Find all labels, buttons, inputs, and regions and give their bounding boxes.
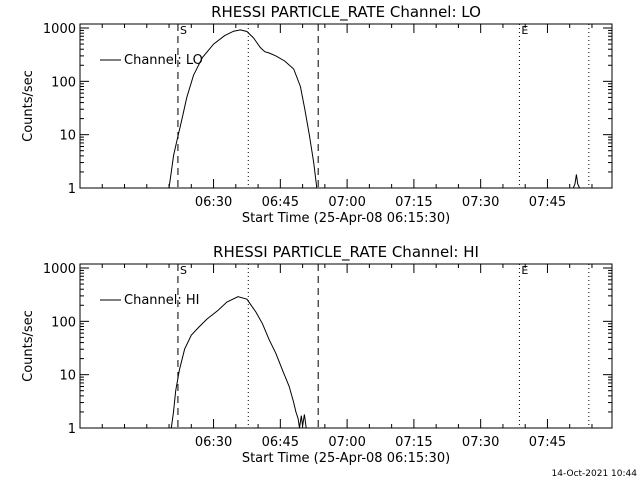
legend-label-hi: Channel: HI	[124, 293, 200, 308]
x-axis-label-hi: Start Time (25-Apr-08 06:15:30)	[242, 451, 450, 466]
x-tick-label-lo: 06:45	[262, 195, 299, 210]
event-marker-label-lo: S	[180, 24, 187, 37]
event-marker-label-hi: S	[180, 264, 187, 277]
plot-frame-hi	[79, 263, 613, 429]
x-tick-label-lo: 07:15	[395, 195, 432, 210]
x-tick-label-hi: 07:30	[462, 435, 499, 450]
chart-title-hi: RHESSI PARTICLE_RATE Channel: HI	[213, 243, 479, 262]
y-tick-label-lo: 1	[68, 182, 76, 197]
series-line-lo-1	[572, 174, 580, 189]
y-tick-label-hi: 1000	[43, 262, 76, 277]
timestamp-label: 14-Oct-2021 10:44	[552, 469, 638, 479]
y-tick-label-hi: 10	[59, 369, 76, 384]
event-marker-label-lo: E	[521, 24, 528, 37]
x-axis-label-lo: Start Time (25-Apr-08 06:15:30)	[242, 211, 450, 226]
x-tick-label-hi: 07:00	[328, 435, 365, 450]
y-tick-label-lo: 1000	[43, 22, 76, 37]
x-tick-label-hi: 06:30	[195, 435, 232, 450]
x-tick-label-hi: 06:45	[262, 435, 299, 450]
y-tick-label-lo: 10	[59, 129, 76, 144]
x-tick-label-hi: 07:15	[395, 435, 432, 450]
x-tick-label-lo: 07:00	[328, 195, 365, 210]
legend-label-lo: Channel: LO	[124, 53, 203, 68]
y-axis-label-hi: Counts/sec	[21, 310, 36, 382]
event-marker-label-hi: E	[521, 264, 528, 277]
x-tick-label-lo: 07:30	[462, 195, 499, 210]
series-line-lo-0	[168, 29, 318, 189]
y-tick-label-hi: 100	[51, 315, 76, 330]
chart-title-lo: RHESSI PARTICLE_RATE Channel: LO	[211, 3, 481, 22]
y-tick-label-lo: 100	[51, 75, 76, 90]
y-tick-label-hi: 1	[68, 422, 76, 437]
x-tick-label-hi: 07:45	[529, 435, 566, 450]
x-tick-label-lo: 07:45	[529, 195, 566, 210]
y-axis-label-lo: Counts/sec	[21, 70, 36, 142]
plot-frame-lo	[79, 23, 613, 189]
x-tick-label-lo: 06:30	[195, 195, 232, 210]
series-line-hi-0	[170, 296, 307, 429]
